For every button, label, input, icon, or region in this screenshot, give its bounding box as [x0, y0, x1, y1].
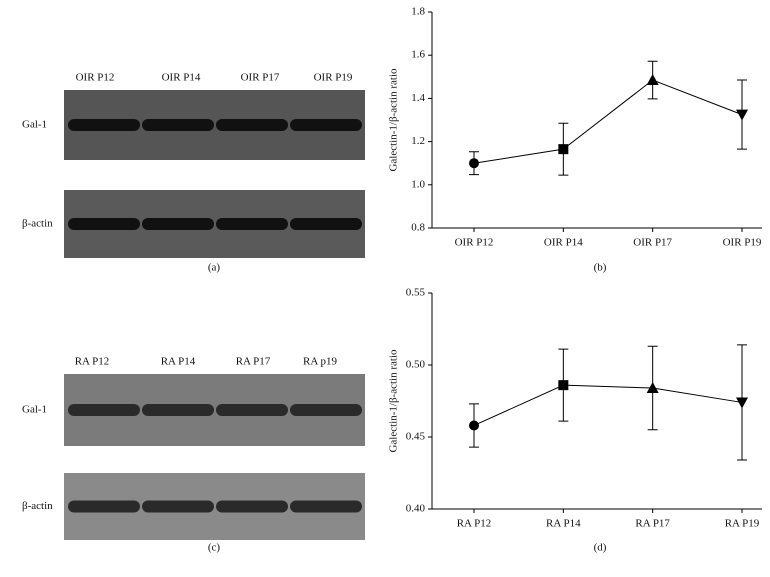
- x-tick-label: OIR P12: [455, 237, 494, 249]
- data-point: [736, 109, 748, 121]
- panel-label: (c): [208, 542, 221, 554]
- blot-band: [290, 218, 362, 230]
- data-point: [646, 382, 659, 394]
- x-tick-label: OIR P14: [544, 237, 583, 249]
- blot-band: [216, 218, 288, 230]
- blot-band: [68, 119, 140, 131]
- blot-band: [142, 119, 214, 131]
- y-axis-label: Galectin-1/β-actin ratio: [388, 349, 400, 453]
- y-tick-label: 0.40: [406, 503, 426, 515]
- blot-band: [68, 218, 140, 230]
- lane-label: RA p19: [303, 356, 337, 368]
- data-point: [469, 420, 479, 431]
- lane-label: RA P12: [75, 356, 110, 368]
- lane-label: RA P17: [236, 356, 271, 368]
- blot-band: [142, 218, 214, 230]
- series-line: [473, 384, 743, 426]
- band-label: Gal-1: [22, 404, 47, 416]
- lane-label: OIR P17: [241, 72, 280, 84]
- lane-label: OIR P14: [162, 72, 201, 84]
- blot-band: [216, 404, 288, 416]
- series-line: [473, 79, 743, 164]
- x-tick-label: OIR P19: [723, 237, 762, 249]
- x-tick-label: RA P19: [725, 518, 760, 530]
- data-point: [469, 158, 479, 169]
- blot-band: [142, 404, 214, 416]
- data-point: [646, 74, 659, 86]
- blot-band: [68, 404, 140, 416]
- y-tick-label: 1.0: [411, 178, 425, 190]
- x-tick-label: RA P17: [635, 518, 670, 530]
- blot-band: [216, 500, 288, 513]
- y-tick-label: 1.8: [411, 6, 425, 18]
- blot-band: [142, 500, 214, 513]
- panel-label: (d): [594, 542, 607, 554]
- blot-band: [290, 119, 362, 131]
- data-point: [558, 380, 569, 391]
- y-tick-label: 0.45: [406, 431, 426, 443]
- blot-band: [290, 500, 362, 513]
- lane-label: OIR P19: [314, 72, 353, 84]
- blot-band: [290, 404, 362, 416]
- y-tick-label: 0.8: [411, 222, 425, 234]
- lane-label: RA P14: [161, 356, 196, 368]
- y-axis-label: Galectin-1/β-actin ratio: [388, 68, 400, 172]
- band-label: β-actin: [22, 500, 53, 512]
- y-tick-label: 1.6: [411, 49, 425, 61]
- band-label: β-actin: [22, 218, 53, 230]
- blot-band: [68, 500, 140, 513]
- band-label: Gal-1: [22, 119, 47, 131]
- panel-label: (b): [594, 262, 607, 274]
- panel-label: (a): [208, 262, 221, 274]
- y-tick-label: 0.55: [406, 287, 426, 299]
- y-tick-label: 0.50: [406, 359, 426, 371]
- y-tick-label: 1.4: [411, 92, 425, 104]
- data-point: [558, 144, 569, 155]
- lane-label: OIR P12: [76, 72, 115, 84]
- y-tick-label: 1.2: [411, 135, 425, 147]
- x-tick-label: RA P12: [457, 518, 492, 530]
- data-point: [736, 397, 748, 409]
- x-tick-label: OIR P17: [633, 237, 672, 249]
- x-tick-label: RA P14: [546, 518, 581, 530]
- blot-band: [216, 119, 288, 131]
